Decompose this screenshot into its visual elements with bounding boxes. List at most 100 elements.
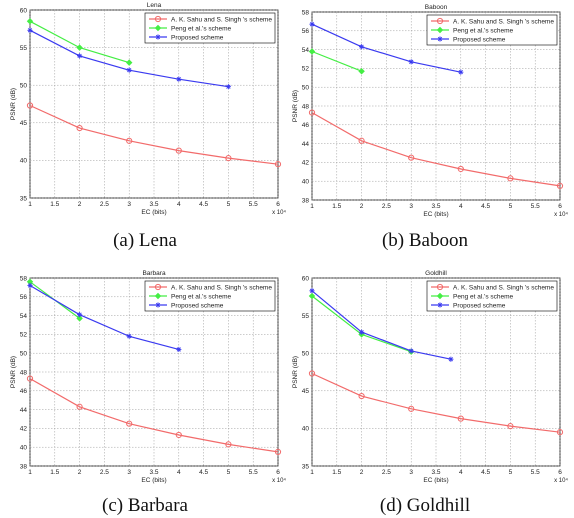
legend-label: Peng et al.'s scheme bbox=[453, 27, 514, 34]
x-tick-label: 3 bbox=[409, 469, 413, 476]
legend-marker bbox=[154, 283, 162, 291]
y-axis-label: PSNR (dB) bbox=[292, 90, 299, 122]
x-tick-label: 5 bbox=[509, 203, 513, 210]
x-tick-label: 6 bbox=[558, 203, 562, 210]
x-tick-label: 3.5 bbox=[431, 469, 440, 476]
data-point bbox=[77, 53, 83, 59]
x-tick-label: 4.5 bbox=[481, 203, 490, 210]
y-tick-label: 40 bbox=[302, 426, 310, 433]
x-tick-label: 3 bbox=[409, 203, 413, 210]
data-point bbox=[308, 109, 316, 116]
data-point bbox=[408, 405, 415, 412]
legend-marker bbox=[436, 17, 444, 25]
x-tick-label: 6 bbox=[558, 469, 562, 476]
x-tick-label: 2 bbox=[78, 469, 82, 476]
x-tick-label: 5 bbox=[227, 469, 231, 476]
y-tick-label: 56 bbox=[20, 294, 28, 301]
legend-marker bbox=[154, 292, 162, 300]
data-point bbox=[358, 137, 365, 144]
data-point bbox=[27, 27, 33, 33]
y-tick-label: 48 bbox=[302, 103, 310, 110]
y-tick-label: 40 bbox=[302, 179, 310, 186]
y-tick-label: 58 bbox=[302, 9, 310, 16]
legend-label: Proposed scheme bbox=[171, 302, 224, 309]
y-tick-label: 50 bbox=[20, 83, 28, 90]
y-tick-label: 54 bbox=[302, 47, 310, 54]
data-point bbox=[507, 175, 514, 182]
y-tick-label: 40 bbox=[20, 445, 28, 452]
legend-label: Proposed scheme bbox=[453, 302, 506, 309]
x-scale-label: x 10⁴ bbox=[554, 477, 568, 484]
legend-label: Peng et al.'s scheme bbox=[171, 293, 232, 300]
panel-a: 1 1.5 2 2.5 3 3.5 4 4.5 5 5.5 6 35 40 45 50 55 60 Lena EC … bbox=[10, 2, 286, 216]
x-axis-label: EC (bits) bbox=[423, 477, 448, 484]
x-tick-label: 1.5 bbox=[50, 469, 59, 476]
legend-label: Proposed scheme bbox=[171, 34, 224, 41]
y-tick-label: 55 bbox=[20, 45, 28, 52]
x-axis-label: EC (bits) bbox=[423, 211, 448, 218]
data-point bbox=[76, 44, 83, 51]
legend-marker bbox=[154, 24, 162, 32]
y-tick-label: 44 bbox=[20, 407, 28, 414]
data-point bbox=[126, 137, 133, 144]
x-tick-label: 1.5 bbox=[50, 201, 59, 208]
x-tick-label: 4 bbox=[177, 469, 181, 476]
x-tick-label: 1 bbox=[310, 469, 314, 476]
data-point bbox=[274, 161, 282, 168]
x-tick-label: 5.5 bbox=[531, 469, 540, 476]
data-point bbox=[309, 21, 315, 27]
y-tick-label: 38 bbox=[20, 463, 28, 470]
legend-label: A. K. Sahu and S. Singh 's scheme bbox=[453, 18, 554, 25]
x-tick-label: 1.5 bbox=[332, 203, 341, 210]
x-tick-label: 6 bbox=[276, 469, 280, 476]
x-tick-label: 5.5 bbox=[249, 201, 258, 208]
y-tick-label: 40 bbox=[20, 158, 28, 165]
data-point bbox=[408, 59, 414, 65]
data-point bbox=[175, 147, 182, 154]
caption-c: (c) Barbara bbox=[102, 495, 189, 516]
data-point bbox=[225, 155, 232, 162]
y-tick-label: 42 bbox=[302, 160, 310, 167]
y-tick-label: 45 bbox=[20, 120, 28, 127]
panel-b: 1 1.5 2 2.5 3 3.5 4 4.5 5 5.5 6 38 40 42 44 46 48 50 52 54 5… bbox=[292, 4, 568, 218]
y-tick-label: 38 bbox=[302, 197, 310, 204]
y-tick-label: 60 bbox=[20, 7, 28, 14]
y-tick-label: 45 bbox=[302, 388, 310, 395]
legend-label: A. K. Sahu and S. Singh 's scheme bbox=[171, 284, 272, 291]
y-tick-label: 50 bbox=[20, 351, 28, 358]
x-axis-label: EC (bits) bbox=[141, 477, 166, 484]
chart-title: Baboon bbox=[425, 4, 448, 11]
data-point bbox=[225, 441, 232, 448]
x-tick-label: 6 bbox=[276, 201, 280, 208]
x-tick-label: 5.5 bbox=[249, 469, 258, 476]
x-scale-label: x 10⁴ bbox=[272, 477, 286, 484]
x-tick-label: 2 bbox=[360, 203, 364, 210]
y-tick-label: 35 bbox=[302, 463, 310, 470]
data-point bbox=[458, 69, 464, 75]
data-point bbox=[125, 59, 133, 66]
y-axis-label: PSNR (dB) bbox=[10, 88, 17, 120]
data-point bbox=[126, 333, 132, 339]
data-point bbox=[274, 448, 282, 455]
data-point bbox=[225, 84, 231, 90]
data-point bbox=[126, 67, 132, 73]
legend-label: A. K. Sahu and S. Singh 's scheme bbox=[453, 284, 554, 291]
x-tick-label: 4 bbox=[459, 469, 463, 476]
caption-b: (b) Baboon bbox=[382, 230, 469, 251]
y-axis-label: PSNR (dB) bbox=[292, 356, 299, 388]
x-tick-label: 4.5 bbox=[199, 469, 208, 476]
x-tick-label: 4 bbox=[177, 201, 181, 208]
x-tick-label: 2 bbox=[78, 201, 82, 208]
y-tick-label: 48 bbox=[20, 369, 28, 376]
data-point bbox=[308, 292, 316, 300]
x-tick-label: 4.5 bbox=[481, 469, 490, 476]
data-point bbox=[507, 423, 514, 430]
y-tick-label: 35 bbox=[20, 195, 28, 202]
legend-label: A. K. Sahu and S. Singh 's scheme bbox=[171, 16, 272, 23]
series-line bbox=[311, 50, 362, 72]
legend-label: Peng et al.'s scheme bbox=[453, 293, 514, 300]
series-line bbox=[311, 290, 452, 360]
legend-marker bbox=[155, 302, 161, 308]
data-point bbox=[457, 415, 464, 422]
legend-marker bbox=[436, 26, 444, 34]
